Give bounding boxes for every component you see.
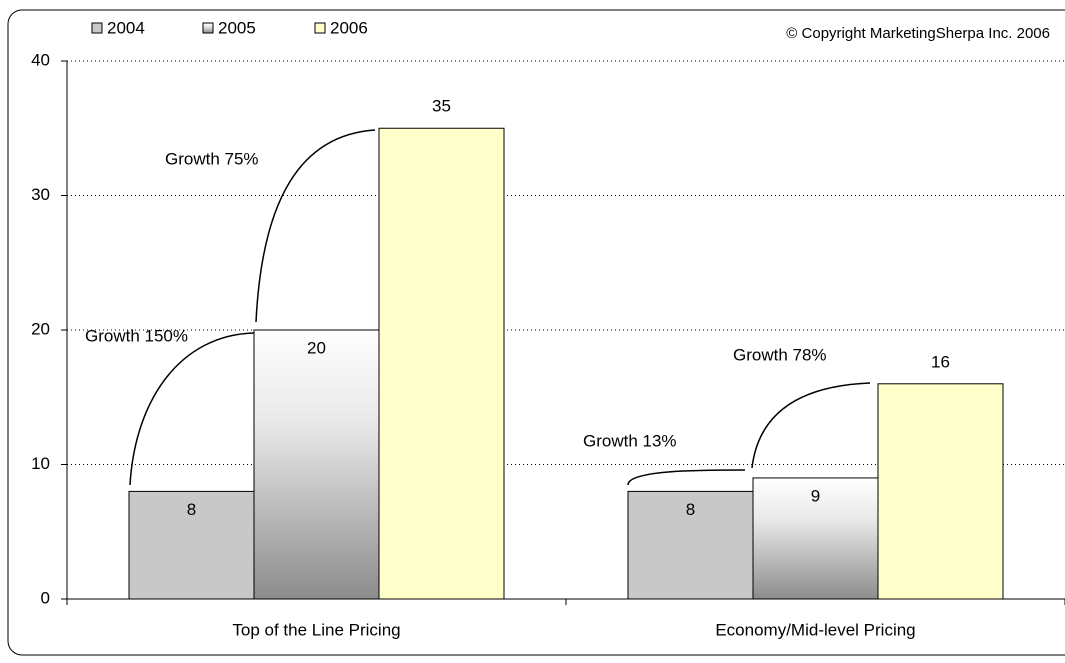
data-label: 16: [931, 352, 950, 371]
legend-swatch: [314, 22, 326, 34]
bar: [378, 127, 505, 600]
y-tick-label: 30: [31, 185, 50, 204]
data-label: 35: [432, 97, 451, 116]
bar: [128, 490, 255, 600]
legend-label: 2005: [218, 18, 256, 37]
annotation: Growth 75%: [165, 149, 259, 168]
legend-swatch: [91, 22, 103, 34]
data-label: 9: [811, 486, 820, 505]
data-label: 8: [686, 500, 695, 519]
growth-curve: [129, 332, 255, 486]
bar: [253, 329, 380, 600]
data-label: 8: [187, 500, 196, 519]
bar: [877, 383, 1004, 600]
data-label: 20: [307, 338, 326, 357]
legend-label: 2004: [107, 18, 145, 37]
x-tick-label: Economy/Mid-level Pricing: [715, 620, 915, 639]
copyright: © Copyright MarketingSherpa Inc. 2006: [786, 25, 1050, 42]
y-tick-label: 10: [31, 454, 50, 473]
growth-curve: [751, 382, 871, 469]
legend-label: 2006: [330, 18, 368, 37]
y-tick-label: 20: [31, 319, 50, 338]
annotation: Growth 78%: [733, 345, 827, 364]
growth-curve: [627, 469, 746, 486]
annotation: Growth 150%: [85, 326, 188, 345]
growth-curve: [255, 129, 376, 323]
y-tick-label: 0: [41, 588, 50, 607]
annotation: Growth 13%: [583, 431, 677, 450]
y-tick-label: 40: [31, 50, 50, 69]
bar: [627, 490, 754, 600]
legend-swatch: [202, 22, 214, 34]
x-tick-label: Top of the Line Pricing: [232, 620, 400, 639]
